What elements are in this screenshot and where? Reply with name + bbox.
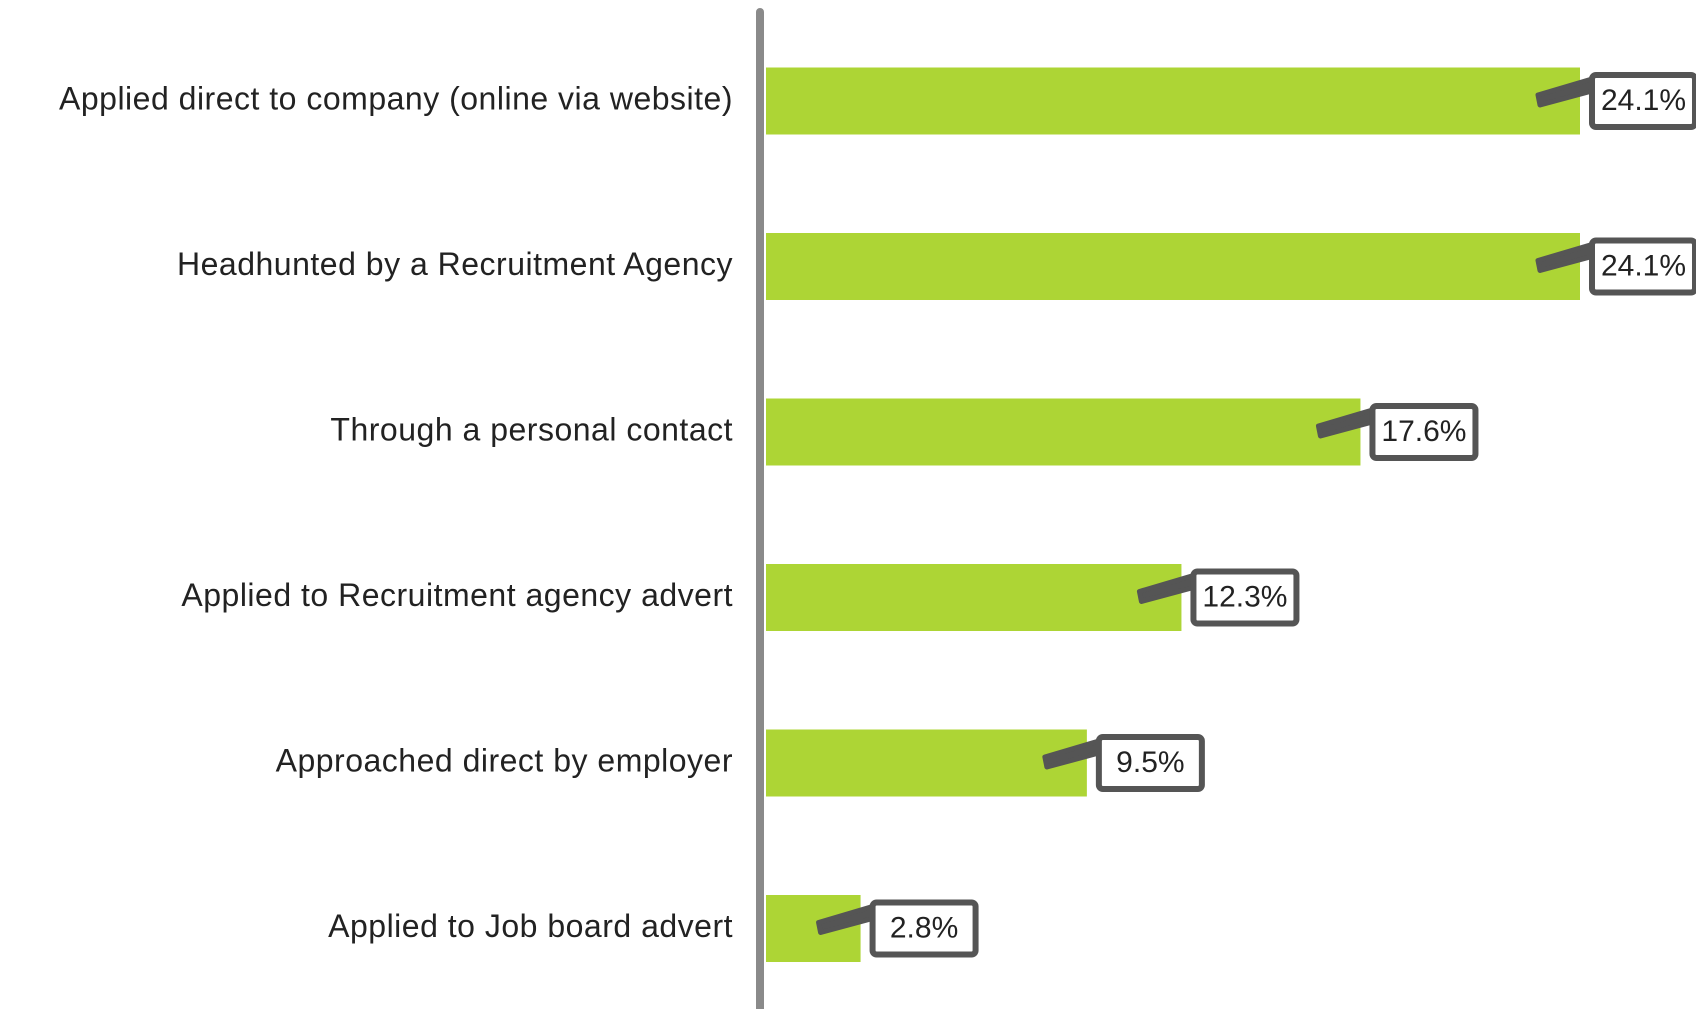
value-label: 24.1% <box>1601 249 1686 282</box>
category-label: Headhunted by a Recruitment Agency <box>177 246 733 282</box>
category-label: Applied to Job board advert <box>328 908 733 944</box>
callout-box <box>1190 568 1300 627</box>
bar <box>766 729 1087 797</box>
value-label: 9.5% <box>1116 746 1184 779</box>
callout-box <box>1369 403 1479 461</box>
callout-box <box>1095 734 1205 792</box>
callout-box <box>869 899 979 958</box>
category-label: Through a personal contact <box>330 411 733 447</box>
bar <box>766 564 1182 631</box>
bar <box>766 67 1580 135</box>
value-label: 2.8% <box>890 911 958 944</box>
category-label: Approached direct by employer <box>276 742 733 778</box>
callout-box <box>1589 237 1696 296</box>
value-label: 17.6% <box>1381 415 1466 448</box>
callout-box <box>1589 72 1696 130</box>
bar <box>766 398 1361 466</box>
category-label: Applied to Recruitment agency advert <box>181 577 733 613</box>
value-label: 12.3% <box>1202 580 1287 613</box>
category-label: Applied direct to company (online via we… <box>59 80 733 116</box>
value-label: 24.1% <box>1601 84 1686 117</box>
bar <box>766 895 861 962</box>
bar <box>766 233 1580 300</box>
